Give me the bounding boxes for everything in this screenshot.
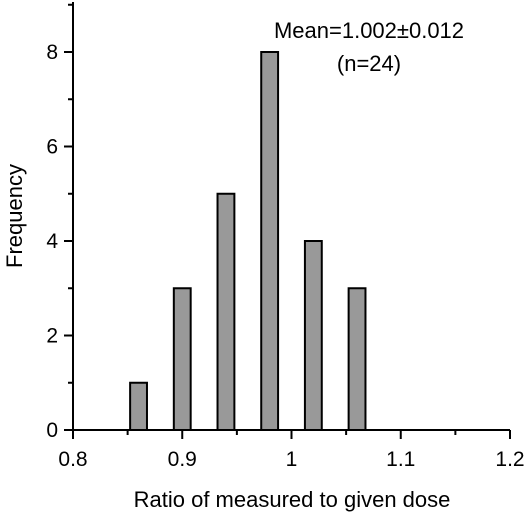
x-tick-label: 1.2 <box>495 448 524 471</box>
annotation-mean: Mean=1.002±0.012 <box>274 18 464 43</box>
x-axis-title: Ratio of measured to given dose <box>134 487 451 512</box>
x-tick-label: 0.8 <box>58 448 87 471</box>
histogram-bar <box>216 192 236 431</box>
y-tick-label: 6 <box>46 136 58 159</box>
y-tick-label: 0 <box>46 419 58 442</box>
y-tick-label: 2 <box>46 325 58 348</box>
histogram-bar <box>129 381 148 431</box>
x-tick-label: 1.1 <box>386 448 415 471</box>
y-ticks-group: 0 2 4 6 8 <box>46 3 73 442</box>
y-tick-label: 4 <box>46 230 58 253</box>
x-tick-label: 0.9 <box>168 448 197 471</box>
y-tick-label: 8 <box>46 41 58 64</box>
y-axis-title: Frequency <box>2 164 27 268</box>
x-tick-label: 1 <box>286 448 298 471</box>
histogram-bar <box>347 287 367 431</box>
histogram-bar <box>172 287 192 431</box>
annotation-n: (n=24) <box>337 51 401 76</box>
bars-group <box>129 51 367 431</box>
histogram-bar <box>303 240 323 431</box>
x-ticks-group: 0.8 0.9 1 1.1 1.2 <box>58 430 525 471</box>
histogram-bar <box>260 51 280 431</box>
